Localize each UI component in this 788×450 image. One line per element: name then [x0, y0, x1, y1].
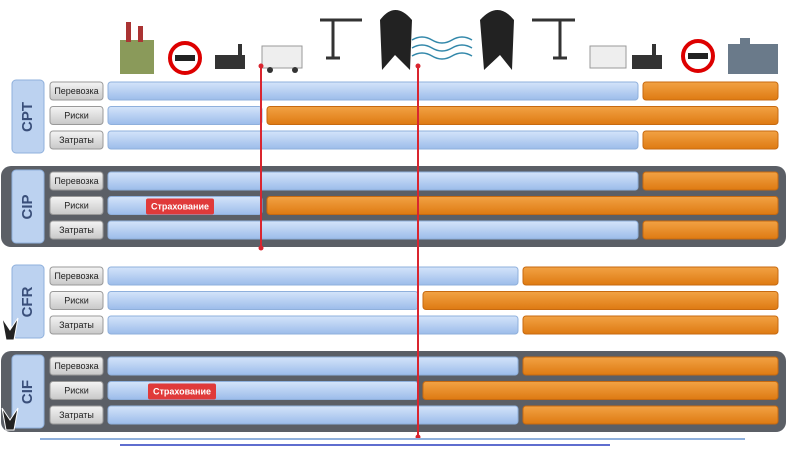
row-label: Перевозка [54, 86, 98, 96]
top-icons [120, 10, 778, 75]
row-label: Перевозка [54, 176, 98, 186]
crane-icon [532, 18, 575, 60]
insurance-label: Страхование [153, 386, 211, 396]
buyer-bar [642, 171, 779, 191]
loader-icon [632, 44, 662, 69]
row-label: Риски [64, 200, 89, 210]
group-label: CIP [19, 194, 36, 219]
warehouse-icon [728, 38, 778, 74]
group-label-box [11, 169, 45, 244]
row-label: Риски [64, 385, 89, 395]
row-label-button [49, 220, 104, 240]
ship-mini-icon [1, 317, 19, 341]
insurance-label: Страхование [151, 201, 209, 211]
group-label-box [11, 79, 45, 154]
row-label-button [49, 381, 104, 400]
seller-bar [107, 130, 639, 150]
buyer-bar [522, 266, 779, 286]
buyer-bar [266, 196, 779, 215]
loader-icon [215, 44, 245, 69]
row-label-button [49, 130, 104, 150]
group-label-box [11, 264, 45, 339]
row-label-button [49, 196, 104, 215]
transfer-dot [258, 63, 264, 69]
group-label: CPT [19, 102, 36, 132]
group-label: CFR [19, 286, 36, 317]
row-label: Перевозка [54, 271, 98, 281]
seller-bar [107, 266, 519, 286]
seller-bar [107, 356, 519, 376]
truck-icon [589, 45, 627, 69]
row-label: Затраты [59, 320, 94, 330]
buyer-bar [642, 81, 779, 101]
waves [411, 36, 473, 60]
group-label: CIF [19, 380, 36, 404]
row-label: Затраты [59, 225, 94, 235]
row-label-button [49, 291, 104, 310]
row-label-button [49, 356, 104, 376]
row-label-button [49, 315, 104, 335]
seller-bar [107, 81, 639, 101]
row-label: Затраты [59, 135, 94, 145]
insurance-tag [148, 383, 216, 400]
transfer-dot [258, 245, 264, 251]
content: CPT Перевозка Риски Затраты CIP Перевозка Риск… [1, 63, 786, 446]
sign-icon [681, 39, 715, 73]
row-label: Риски [64, 110, 89, 120]
row-label: Перевозка [54, 361, 98, 371]
seller-bar [107, 291, 419, 310]
buyer-bar [522, 315, 779, 335]
buyer-bar [522, 405, 779, 425]
insurance-tag [146, 198, 214, 215]
row-label-button [49, 405, 104, 425]
ship-icon [380, 10, 412, 70]
ship-mini-icon [1, 407, 19, 431]
buyer-bar [422, 381, 779, 400]
buyer-bar [642, 220, 779, 240]
seller-bar [107, 405, 519, 425]
row-label: Риски [64, 295, 89, 305]
ship-icon [480, 10, 514, 70]
seller-bar [107, 106, 263, 125]
row-label: Затраты [59, 410, 94, 420]
row-label-button [49, 106, 104, 125]
group-label-box [11, 354, 45, 429]
buyer-bar [522, 356, 779, 376]
row-label-button [49, 171, 104, 191]
buyer-bar [266, 106, 779, 125]
truck-icon [261, 45, 303, 73]
buyer-bar [642, 130, 779, 150]
row-label-button [49, 266, 104, 286]
sign-icon [168, 41, 202, 75]
row-label-button [49, 81, 104, 101]
buyer-bar [422, 291, 779, 310]
seller-bar [107, 171, 639, 191]
transfer-dot [415, 63, 421, 69]
factory-icon [120, 22, 154, 74]
crane-icon [320, 18, 362, 60]
seller-bar [107, 220, 639, 240]
seller-bar [107, 315, 519, 335]
